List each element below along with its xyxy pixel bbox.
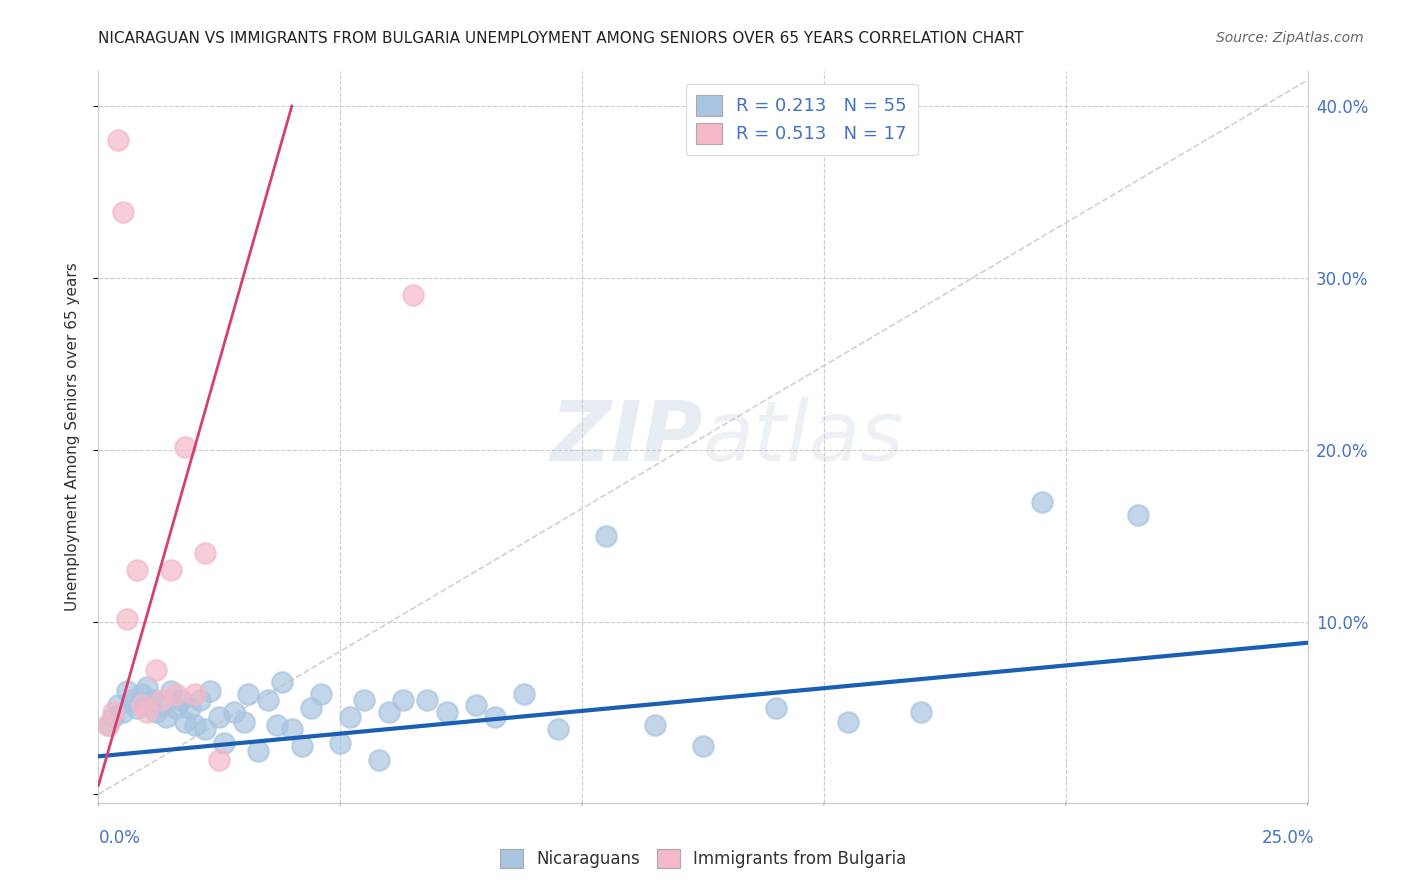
Point: [547, 722, 569, 736]
Point: [184, 687, 207, 701]
Point: [194, 722, 217, 736]
Point: [97, 718, 120, 732]
Point: [595, 529, 617, 543]
Point: [107, 133, 129, 147]
Point: [131, 687, 153, 701]
Point: [150, 692, 173, 706]
Point: [232, 714, 254, 729]
Point: [160, 684, 183, 698]
Y-axis label: Unemployment Among Seniors over 65 years: Unemployment Among Seniors over 65 years: [65, 263, 80, 611]
Point: [247, 744, 270, 758]
Point: [339, 710, 361, 724]
Point: [107, 698, 129, 712]
Point: [117, 612, 139, 626]
Point: [194, 546, 217, 560]
Point: [644, 718, 666, 732]
Point: [198, 684, 221, 698]
Point: [160, 564, 183, 578]
Point: [377, 705, 399, 719]
Point: [513, 687, 536, 701]
Text: 0.0%: 0.0%: [98, 829, 141, 847]
Point: [111, 705, 134, 719]
Point: [1031, 494, 1053, 508]
Point: [188, 692, 211, 706]
Point: [141, 692, 163, 706]
Point: [169, 692, 191, 706]
Point: [299, 701, 322, 715]
Point: [208, 710, 231, 724]
Point: [238, 687, 260, 701]
Point: [179, 701, 201, 715]
Point: [353, 692, 375, 706]
Point: [837, 714, 859, 729]
Point: [436, 705, 458, 719]
Point: [910, 705, 932, 719]
Point: [266, 718, 288, 732]
Text: ZIP: ZIP: [550, 397, 703, 477]
Point: [174, 714, 197, 729]
Point: [692, 739, 714, 753]
Point: [127, 564, 149, 578]
Point: [145, 705, 167, 719]
Point: [416, 692, 439, 706]
Point: [392, 692, 415, 706]
Point: [121, 692, 143, 706]
Point: [222, 705, 245, 719]
Point: [208, 753, 231, 767]
Point: [309, 687, 332, 701]
Point: [290, 739, 312, 753]
Point: [155, 710, 177, 724]
Point: [111, 205, 134, 219]
Text: 25.0%: 25.0%: [1263, 829, 1315, 847]
Point: [1128, 508, 1150, 523]
Point: [212, 735, 235, 749]
Point: [135, 705, 157, 719]
Point: [271, 675, 294, 690]
Point: [97, 718, 120, 732]
Point: [184, 718, 207, 732]
Point: [368, 753, 391, 767]
Point: [281, 722, 304, 736]
Point: [117, 684, 139, 698]
Point: [165, 701, 187, 715]
Text: atlas: atlas: [703, 397, 904, 477]
Point: [131, 698, 153, 712]
Point: [402, 288, 425, 302]
Point: [329, 735, 352, 749]
Point: [145, 663, 167, 677]
Point: [484, 710, 506, 724]
Point: [464, 698, 486, 712]
Text: NICARAGUAN VS IMMIGRANTS FROM BULGARIA UNEMPLOYMENT AMONG SENIORS OVER 65 YEARS : NICARAGUAN VS IMMIGRANTS FROM BULGARIA U…: [98, 31, 1024, 46]
Point: [165, 687, 187, 701]
Point: [150, 698, 173, 712]
Legend: R = 0.213   N = 55, R = 0.513   N = 17: R = 0.213 N = 55, R = 0.513 N = 17: [686, 84, 918, 154]
Text: Source: ZipAtlas.com: Source: ZipAtlas.com: [1216, 31, 1364, 45]
Legend: Nicaraguans, Immigrants from Bulgaria: Nicaraguans, Immigrants from Bulgaria: [494, 842, 912, 875]
Point: [135, 681, 157, 695]
Point: [101, 705, 124, 719]
Point: [256, 692, 278, 706]
Point: [127, 701, 149, 715]
Point: [101, 710, 124, 724]
Point: [174, 440, 197, 454]
Point: [765, 701, 787, 715]
